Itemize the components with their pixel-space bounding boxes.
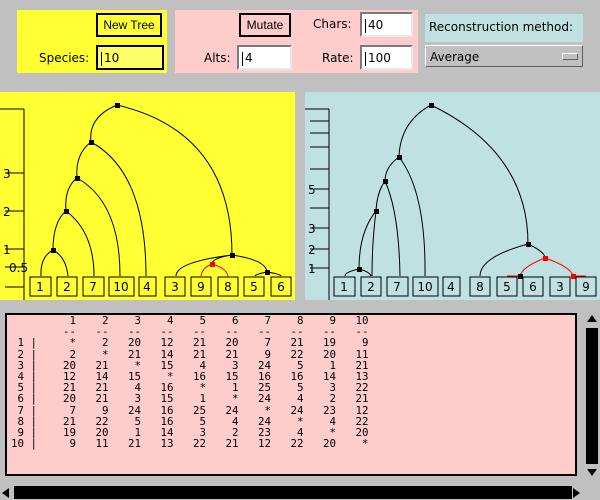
chars-field[interactable]: 40 <box>360 12 413 37</box>
species-value: 10 <box>104 51 120 65</box>
chars-value: 40 <box>368 18 384 32</box>
svg-text:8: 8 <box>476 280 484 294</box>
rate-value: 100 <box>368 51 391 65</box>
svg-text:10: 10 <box>417 280 432 294</box>
leaf-box: 4 <box>138 276 157 297</box>
scroll-down-icon[interactable] <box>587 469 597 476</box>
species-field[interactable]: 10 <box>96 45 164 70</box>
chars-label: Chars: <box>313 17 352 31</box>
leaf-box: 2 <box>360 276 382 297</box>
svg-text:3: 3 <box>556 280 564 294</box>
new-tree-button[interactable]: New Tree <box>96 13 162 37</box>
leaf-box: 1 <box>29 276 52 297</box>
leaf-box: 10 <box>108 276 135 297</box>
svg-text:1: 1 <box>340 280 348 294</box>
matrix-vertical-scrollbar[interactable] <box>585 312 599 480</box>
right-axis-tick: 5 <box>308 183 316 197</box>
svg-text:5: 5 <box>503 280 511 294</box>
leaf-box: 8 <box>217 276 239 297</box>
svg-text:3: 3 <box>171 280 179 294</box>
svg-text:2: 2 <box>63 280 71 294</box>
mutate-button[interactable]: Mutate <box>239 13 291 37</box>
species-label: Species: <box>39 51 90 65</box>
svg-text:6: 6 <box>529 280 537 294</box>
reconstruction-label: Reconstruction method: <box>429 20 574 34</box>
reconstruction-method-select[interactable]: Average <box>425 45 583 67</box>
leaf-box: 2 <box>56 276 78 297</box>
svg-text:9: 9 <box>197 280 205 294</box>
leaf-box: 10 <box>412 276 439 297</box>
vertical-scroll-thumb[interactable] <box>586 328 598 464</box>
svg-text:9: 9 <box>582 280 590 294</box>
select-arrow-icon <box>562 53 578 60</box>
distance-matrix-text: 1 2 3 4 5 6 7 8 9 10 -- -- -- -- -- -- -… <box>11 314 369 451</box>
right-axis-tick: 2 <box>308 243 316 257</box>
leaf-box: 9 <box>575 276 597 297</box>
svg-text:7: 7 <box>393 280 401 294</box>
right-axis-tick: 1 <box>308 262 316 276</box>
alts-field[interactable]: 4 <box>237 45 292 70</box>
matrix-horizontal-scrollbar[interactable] <box>0 485 582 500</box>
svg-text:10: 10 <box>113 280 128 294</box>
svg-text:6: 6 <box>277 280 285 294</box>
leaf-box: 3 <box>164 276 186 297</box>
leaf-box: 1 <box>333 276 356 297</box>
leaf-box: 3 <box>549 276 571 297</box>
rate-field[interactable]: 100 <box>360 45 413 70</box>
leaf-box: 9 <box>190 276 212 297</box>
svg-text:4: 4 <box>143 280 151 294</box>
svg-text:8: 8 <box>224 280 232 294</box>
alts-label: Alts: <box>204 51 231 65</box>
svg-text:4: 4 <box>447 280 455 294</box>
scroll-left-icon[interactable] <box>2 488 9 498</box>
svg-text:1: 1 <box>36 280 44 294</box>
reconstruction-selected: Average <box>430 50 480 64</box>
svg-text:5: 5 <box>250 280 258 294</box>
left-axis-tick: 1 <box>3 243 11 257</box>
rate-label: Rate: <box>322 51 354 65</box>
reconstructed-tree-panel: 5 3 2 1 1 2 7 10 4 8 5 6 3 9 <box>305 92 600 300</box>
leaf-box: 6 <box>522 276 544 297</box>
scroll-up-icon[interactable] <box>587 315 597 322</box>
left-axis-tick: 3 <box>3 167 11 181</box>
left-axis-tick: 0.5 <box>9 261 28 275</box>
leaf-box: 7 <box>386 276 409 297</box>
true-tree-panel: 3 2 1 0.5 1 2 7 10 4 3 9 8 5 6 <box>0 92 295 300</box>
leaf-box: 6 <box>270 276 292 297</box>
reconstruction-method-label-box: Reconstruction method: <box>425 14 583 42</box>
right-axis-tick: 3 <box>308 222 316 236</box>
leaf-box: 5 <box>243 276 265 297</box>
scroll-right-icon[interactable] <box>573 488 580 498</box>
alts-value: 4 <box>245 51 253 65</box>
horizontal-scroll-thumb[interactable] <box>14 486 572 499</box>
svg-text:2: 2 <box>367 280 375 294</box>
leaf-box: 5 <box>496 276 518 297</box>
svg-text:7: 7 <box>89 280 97 294</box>
distance-matrix[interactable]: 1 2 3 4 5 6 7 8 9 10 -- -- -- -- -- -- -… <box>5 313 577 476</box>
leaf-box: 7 <box>82 276 105 297</box>
leaf-box: 4 <box>442 276 461 297</box>
left-axis-tick: 2 <box>3 205 11 219</box>
leaf-box: 8 <box>469 276 491 297</box>
